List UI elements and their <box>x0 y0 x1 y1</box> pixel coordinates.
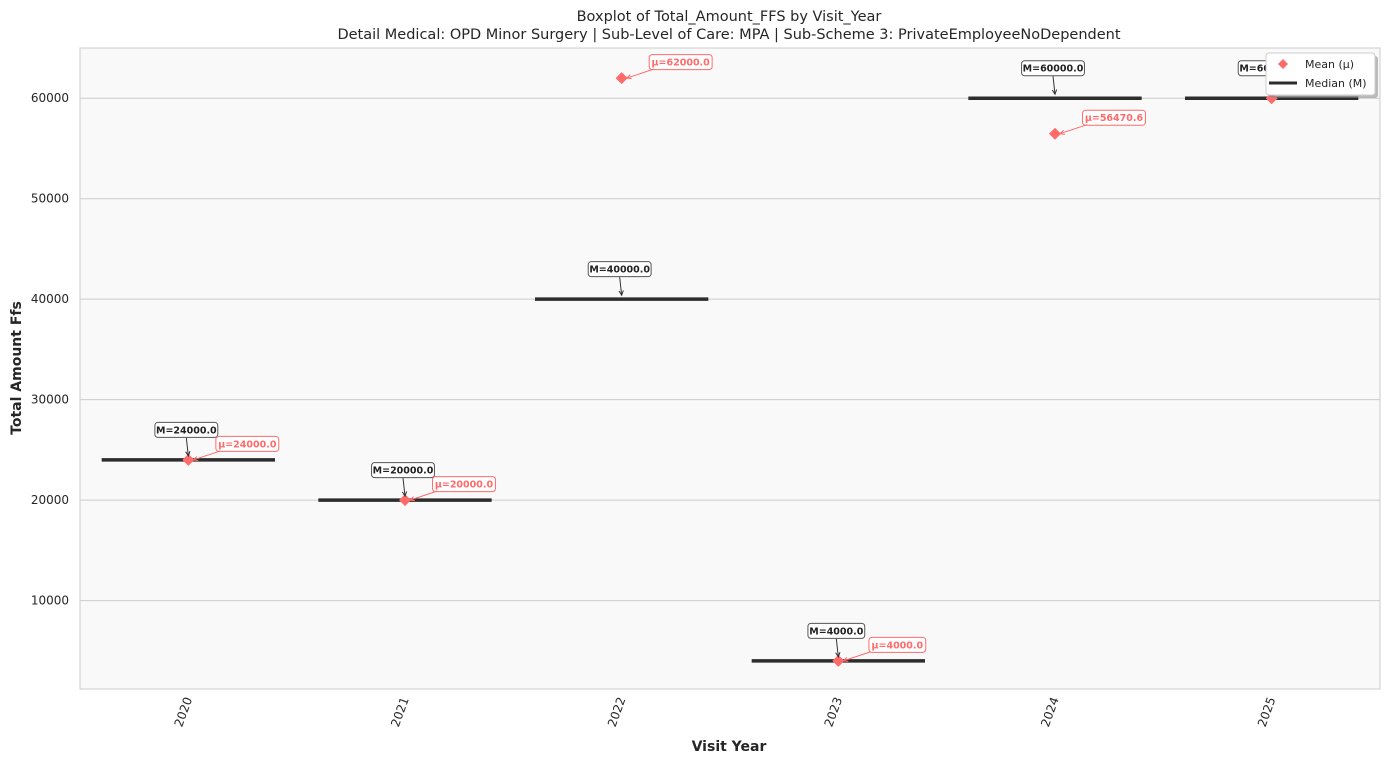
annotation-text: μ=56470.6 <box>1085 113 1144 124</box>
annotations: M=24000.0 M=20000.0 M=40000.0 M=4000.0 M=600… <box>154 54 1302 663</box>
median-annotation: M=20000.0 <box>371 462 435 479</box>
y-tick-label: 60000 <box>31 91 69 105</box>
x-axis-label: Visit Year <box>692 739 767 755</box>
median-arrow-head <box>618 290 624 297</box>
x-tick-label: 2021 <box>388 695 412 728</box>
median-arrow <box>402 478 406 497</box>
mean-arrow <box>1059 124 1088 135</box>
mean-arrow-head <box>192 456 199 462</box>
mean-annotation: μ=24000.0 <box>215 435 280 452</box>
annotation-box <box>648 54 713 71</box>
annotation-box <box>371 462 435 479</box>
chart-subtitle: Detail Medical: OPD Minor Surgery | Sub-… <box>337 27 1120 43</box>
annotation-text: μ=20000.0 <box>435 480 494 491</box>
annotation-box <box>432 476 496 493</box>
gridlines <box>80 97 1380 602</box>
mean-marker <box>832 654 845 667</box>
x-tick-label: 2020 <box>172 695 196 728</box>
median-arrow <box>1052 76 1056 95</box>
y-axis-ticks: 10000 20000 30000 40000 50000 60000 <box>31 91 69 607</box>
median-annotation: M=4000.0 <box>807 622 866 639</box>
mean-annotation: μ=20000.0 <box>432 476 496 493</box>
mean-arrow <box>843 651 871 662</box>
mean-arrow <box>409 490 438 501</box>
mean-annotation: μ=62000.0 <box>648 54 713 71</box>
x-tick-label: 2023 <box>822 695 846 728</box>
annotation-text: M=40000.0 <box>589 265 650 276</box>
median-arrow <box>835 638 839 657</box>
plot-area <box>79 47 1381 690</box>
y-tick-label: 40000 <box>31 292 69 306</box>
mean-marker <box>615 72 628 85</box>
mean-marker <box>399 494 411 507</box>
annotation-box <box>215 435 280 452</box>
y-tick-label: 30000 <box>31 393 69 407</box>
annotation-text: μ=24000.0 <box>218 439 277 450</box>
x-tick-label: 2025 <box>1255 695 1279 728</box>
mean-arrow <box>626 68 654 79</box>
median-arrow <box>619 277 623 296</box>
chart-title: Boxplot of Total_Amount_FFS by Visit_Yea… <box>577 9 882 25</box>
legend: Mean (μ) Median (M) <box>1265 52 1378 98</box>
median-annotation: M=60000.0 <box>1021 60 1085 77</box>
x-tick-label: 2022 <box>605 695 629 728</box>
median-arrow-head <box>835 651 841 659</box>
mean-arrow-head <box>842 657 849 663</box>
annotation-box <box>1021 60 1085 77</box>
mean-arrow <box>193 450 221 461</box>
mean-annotation: μ=4000.0 <box>868 636 927 653</box>
annotation-text: M=4000.0 <box>809 626 863 637</box>
x-tick-label: 2024 <box>1038 695 1062 728</box>
median-annotation: M=40000.0 <box>587 261 652 278</box>
annotation-box <box>1082 109 1146 126</box>
mean-arrow-head <box>1058 129 1066 135</box>
median-arrow-head <box>1051 89 1058 96</box>
annotation-box <box>154 421 219 438</box>
median-arrow <box>185 437 189 456</box>
mean-markers <box>182 72 1278 667</box>
mean-arrow-head <box>408 496 416 502</box>
annotation-box <box>868 636 927 653</box>
x-axis-ticks: 2020 2021 2022 2023 2024 2025 <box>172 695 1279 728</box>
median-arrow-head <box>401 491 408 498</box>
median-arrow-head <box>185 451 191 458</box>
annotation-text: μ=62000.0 <box>652 58 711 69</box>
annotation-box <box>807 622 866 639</box>
annotation-text: M=20000.0 <box>373 466 434 477</box>
median-annotation: M=24000.0 <box>154 421 219 438</box>
mean-marker <box>182 453 195 466</box>
mean-arrow-head <box>625 74 632 80</box>
annotation-box <box>587 261 652 278</box>
legend-mean-marker <box>1278 59 1288 69</box>
annotation-text: μ=4000.0 <box>872 640 924 651</box>
legend-label: Mean (μ) <box>1305 58 1354 71</box>
mean-annotation: μ=56470.6 <box>1082 109 1146 126</box>
mean-marker <box>1049 127 1061 140</box>
annotation-text: M=24000.0 <box>156 425 217 436</box>
y-axis-label: Total Amount Ffs <box>9 301 25 435</box>
legend-label: Median (M) <box>1305 77 1367 90</box>
annotation-text: M=60000.0 <box>1023 64 1084 75</box>
y-tick-label: 10000 <box>31 594 69 608</box>
y-tick-label: 50000 <box>31 192 69 206</box>
y-tick-label: 20000 <box>31 493 69 507</box>
